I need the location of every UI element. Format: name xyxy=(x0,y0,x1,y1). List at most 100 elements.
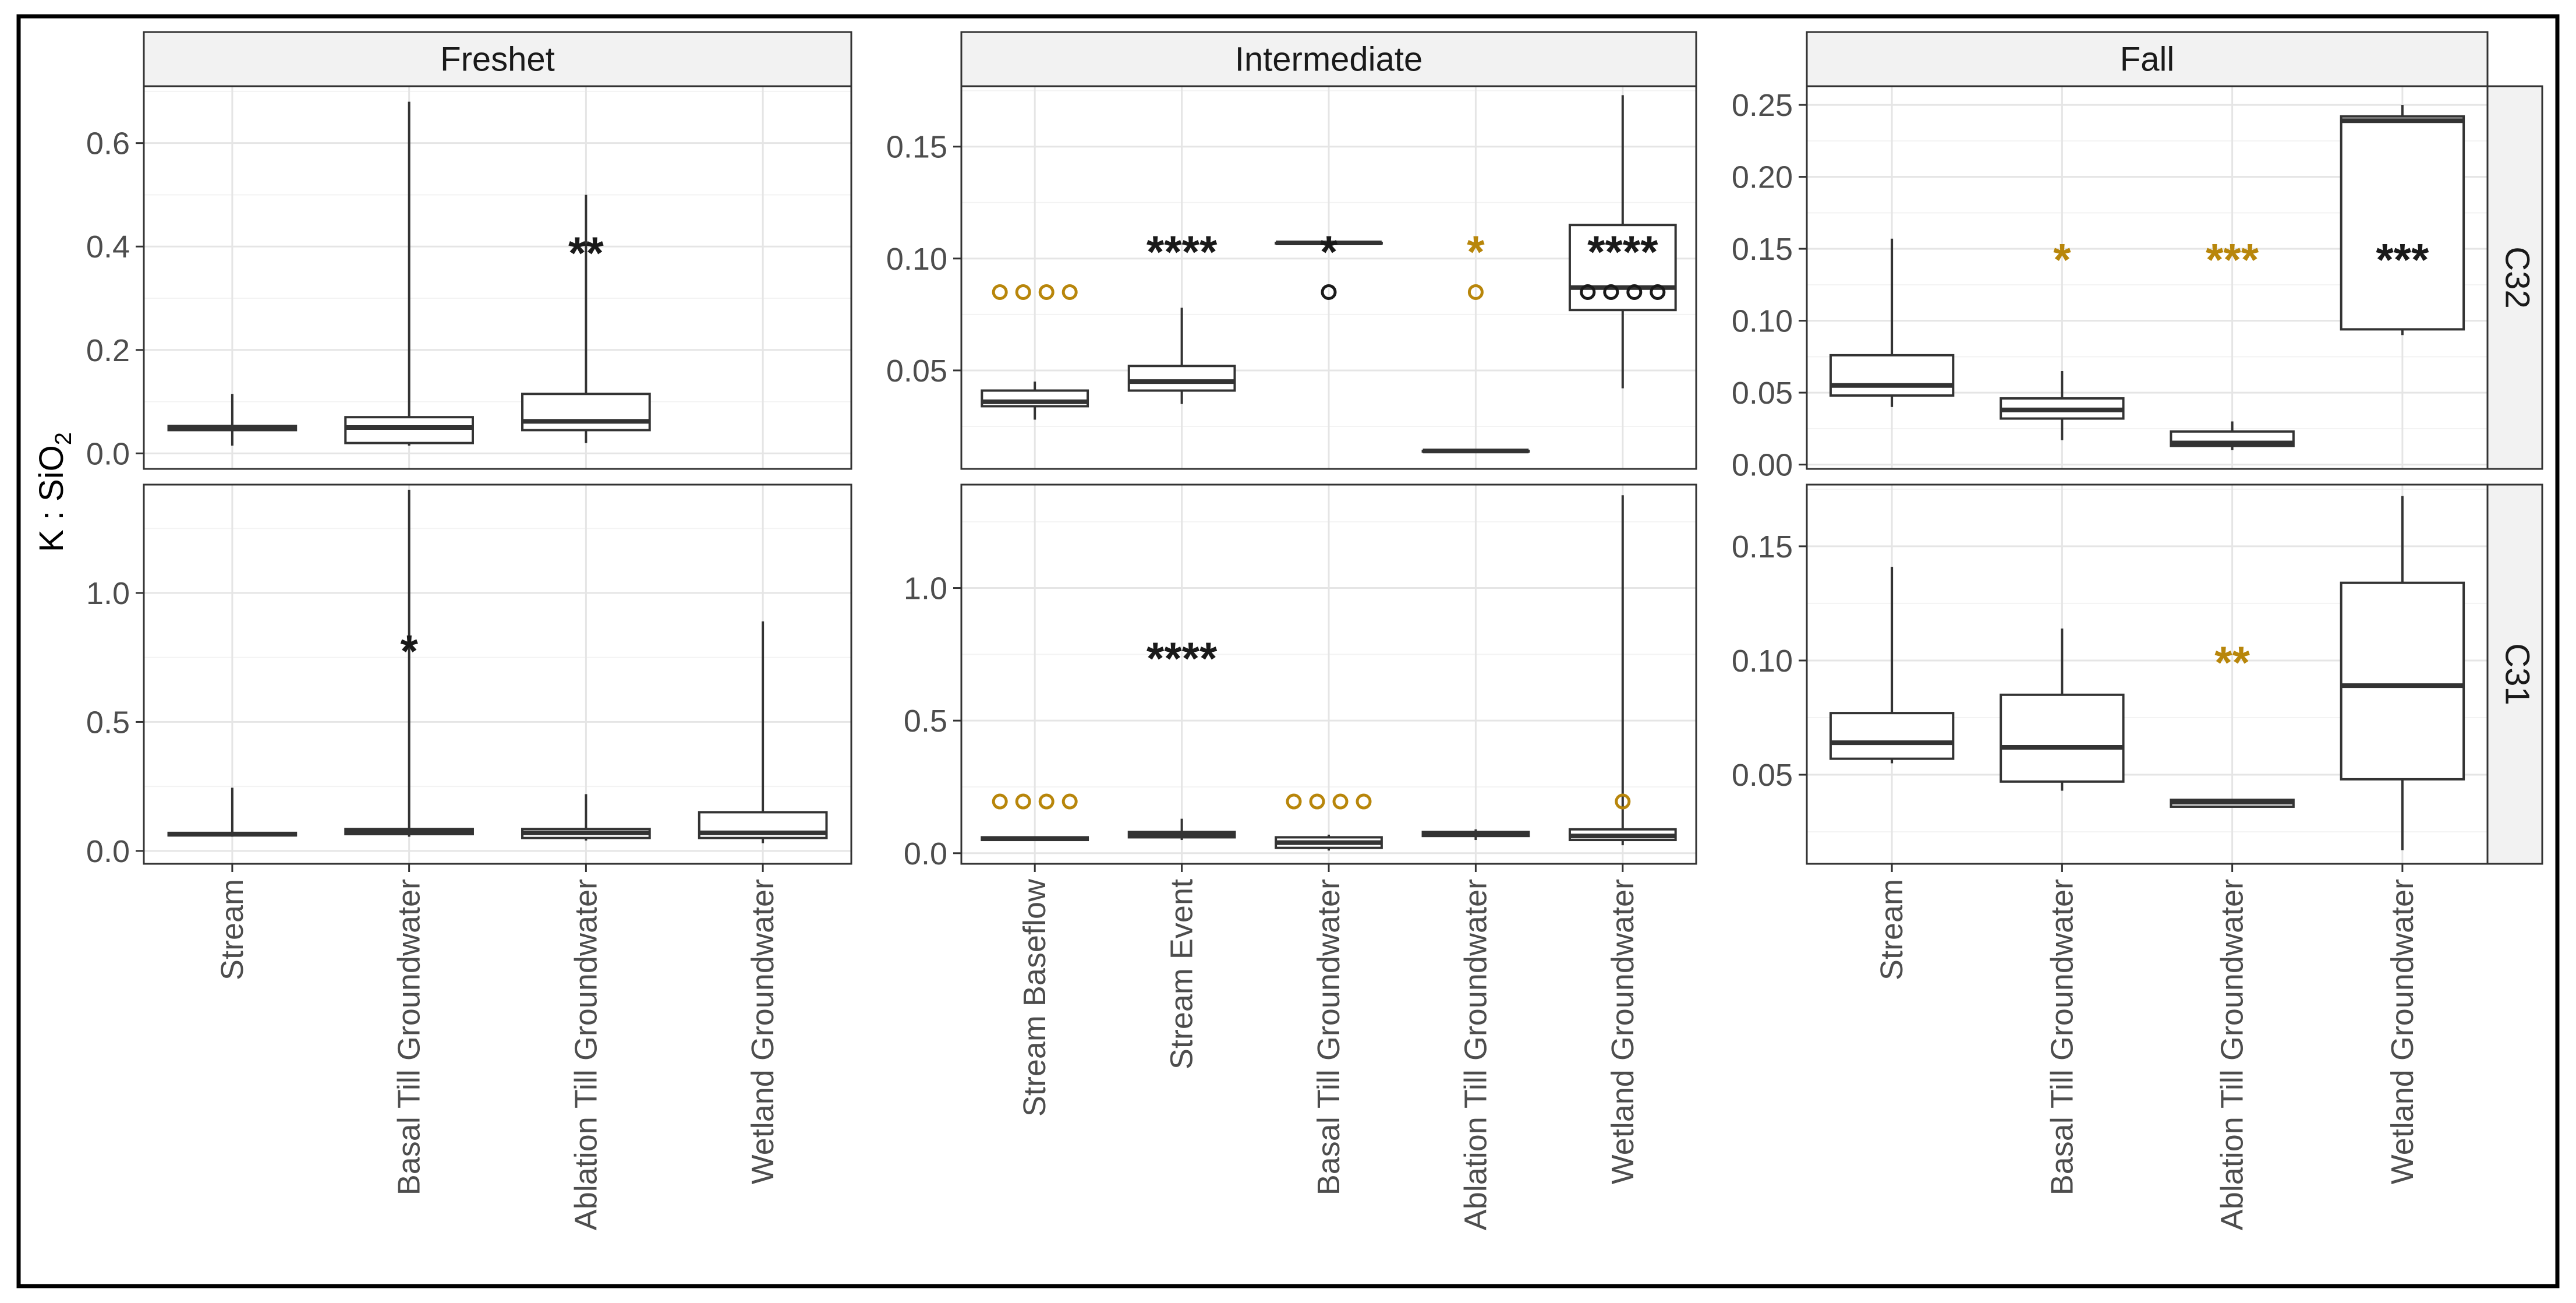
box-wetland-groundwater xyxy=(2340,496,2465,850)
outlier-point xyxy=(1061,284,1078,300)
panel-fall-c31: 0.05 0.10 0.15 ** Stream Basal Till Groundwat… xyxy=(1732,483,2489,1230)
outlier-point xyxy=(1286,793,1302,810)
box-wetland-groundwater xyxy=(2340,105,2465,336)
box-stream xyxy=(1829,238,1955,407)
panel-intermediate-c31: 0.0 0.5 1.0 **** Stream Baseflow Stream Event… xyxy=(904,483,1697,1230)
y-tick-label: 0.10 xyxy=(1732,644,1793,679)
y-tick-label: 0.0 xyxy=(86,436,130,471)
x-tick-label: Basal Till Groundwater xyxy=(2044,879,2079,1195)
y-tick-label: 0.5 xyxy=(86,705,130,740)
outlier-point xyxy=(1038,793,1055,810)
column-strip-label-freshet: Freshet xyxy=(440,41,555,79)
significance-label: *** xyxy=(2206,234,2259,285)
significance-label: * xyxy=(1320,226,1338,277)
outlier-point xyxy=(1015,793,1031,810)
box-iqr xyxy=(521,393,651,432)
box-iqr xyxy=(344,416,474,444)
box-ablation-till-groundwater xyxy=(521,794,651,841)
y-tick-label: 1.0 xyxy=(86,576,130,611)
box-iqr xyxy=(2340,581,2465,781)
x-tick-label: Wetland Groundwater xyxy=(2385,879,2420,1184)
significance-label: **** xyxy=(1587,226,1658,277)
significance-label: ** xyxy=(2214,637,2250,688)
box-iqr xyxy=(1568,224,1677,312)
y-tick-label: 0.05 xyxy=(886,354,947,389)
outlier-point xyxy=(992,284,1008,300)
box-ablation-till-groundwater xyxy=(521,195,651,443)
x-tick-label: Stream Baseflow xyxy=(1017,878,1052,1117)
box-ablation-till-groundwater xyxy=(2170,421,2295,450)
box-stream-event xyxy=(1127,308,1236,404)
y-tick-label: 0.0 xyxy=(86,834,130,869)
box-iqr xyxy=(1829,354,1955,397)
significance-label: **** xyxy=(1147,633,1218,684)
box-ablation-till-groundwater xyxy=(1421,829,1530,841)
box-basal-till-groundwater xyxy=(2000,371,2125,440)
x-tick-label: Stream Event xyxy=(1165,879,1199,1069)
box-iqr xyxy=(2340,115,2465,331)
y-tick-label: 0.15 xyxy=(1732,232,1793,267)
box-basal-till-groundwater xyxy=(344,489,474,837)
x-tick-label: Wetland Groundwater xyxy=(1605,879,1640,1184)
outlier-point xyxy=(1061,793,1078,810)
y-tick-label: 0.6 xyxy=(86,126,130,161)
box-stream xyxy=(1829,567,1955,764)
panel-freshet-c31: 0.0 0.5 1.0 * Stream Basal Till Groundwater Ab… xyxy=(86,483,852,1230)
panel-freshet-c32: 0.0 0.2 0.4 0.6 ** xyxy=(86,85,852,471)
column-strip-intermediate xyxy=(960,31,1697,87)
x-tick-label: Stream xyxy=(1874,879,1909,980)
row-strip-label-c31: C31 xyxy=(2499,643,2536,705)
x-tick-label: Ablation Till Groundwater xyxy=(2215,879,2250,1230)
outlier-point xyxy=(1650,284,1666,300)
column-strip-label-fall: Fall xyxy=(2120,41,2174,79)
y-tick-label: 0.4 xyxy=(86,229,130,264)
x-tick-label: Stream xyxy=(215,879,250,980)
box-stream-baseflow xyxy=(981,382,1089,420)
panel-fall-c32: 0.000.050.100.150.200.25* *** *** xyxy=(1732,85,2489,483)
y-tick-label: 0.00 xyxy=(1732,448,1793,483)
outlier-point xyxy=(1321,284,1337,300)
x-tick-label: Ablation Till Groundwater xyxy=(1458,879,1493,1230)
box-iqr xyxy=(2000,693,2125,783)
row-strip-c31 xyxy=(2486,483,2543,865)
x-tick-label: Basal Till Groundwater xyxy=(392,879,427,1195)
y-tick-label: 0.10 xyxy=(886,242,947,277)
x-tick-label: Ablation Till Groundwater xyxy=(568,879,603,1230)
box-stream-event xyxy=(1127,818,1236,841)
significance-label: **** xyxy=(1147,226,1218,277)
box-stream xyxy=(167,788,298,837)
column-strip-label-intermediate: Intermediate xyxy=(1235,41,1423,79)
significance-label: * xyxy=(400,626,418,677)
box-stream xyxy=(167,394,298,446)
column-strip-freshet xyxy=(143,31,852,87)
outlier-point xyxy=(1038,284,1055,300)
y-tick-label: 0.5 xyxy=(904,704,947,739)
panels-layer: Freshet Intermediate FallC32C310.00.20.40.… xyxy=(86,31,2543,1230)
y-tick-label: 0.15 xyxy=(886,130,947,165)
outlier-point xyxy=(1356,793,1372,810)
panel-border xyxy=(960,85,1697,470)
box-basal-till-groundwater xyxy=(344,101,474,446)
significance-label: * xyxy=(2053,234,2071,285)
y-tick-label: 0.0 xyxy=(904,836,947,871)
box-stream-baseflow xyxy=(981,836,1089,842)
y-tick-label: 1.0 xyxy=(904,571,947,606)
outlier-point xyxy=(1332,793,1349,810)
x-tick-label: Basal Till Groundwater xyxy=(1311,879,1346,1195)
y-tick-label: 0.05 xyxy=(1732,376,1793,411)
box-wetland-groundwater xyxy=(698,621,828,843)
outlier-point xyxy=(1626,284,1643,300)
box-wetland-groundwater xyxy=(1568,95,1677,389)
y-tick-label: 0.10 xyxy=(1732,304,1793,339)
y-tick-label: 0.25 xyxy=(1732,88,1793,123)
outlier-point xyxy=(1603,284,1619,300)
box-iqr xyxy=(1829,712,1955,760)
outlier-point xyxy=(1580,284,1596,300)
row-strip-c32 xyxy=(2486,85,2543,470)
y-axis-label: K : SiO2 xyxy=(33,432,76,552)
box-iqr xyxy=(1127,365,1236,392)
panel-border xyxy=(143,85,852,470)
significance-label: *** xyxy=(2376,234,2429,285)
y-tick-label: 0.15 xyxy=(1732,529,1793,564)
box-basal-till-groundwater xyxy=(1275,834,1383,851)
